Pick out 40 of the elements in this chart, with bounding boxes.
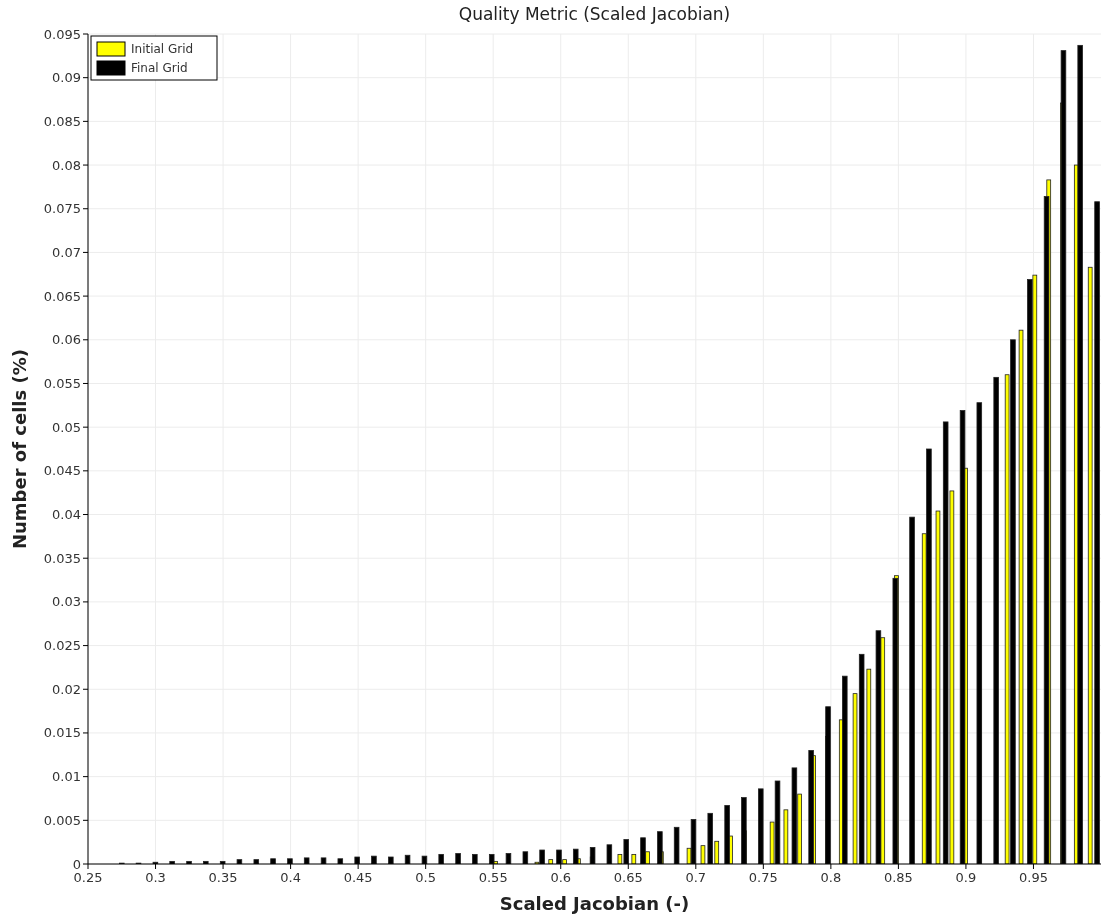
y-tick-label: 0.045 [43, 463, 81, 479]
legend-label: Final Grid [131, 61, 188, 76]
y-axis-title: Number of cells (%) [9, 348, 30, 550]
x-tick-label: 0.25 [73, 870, 103, 885]
x-tick-label: 0.35 [208, 870, 238, 885]
chart-title: Quality Metric (Scaled Jacobian) [458, 4, 731, 24]
y-tick-label: 0.03 [52, 594, 81, 610]
x-tick-label: 0.85 [883, 870, 913, 885]
y-tick-label: 0.025 [43, 638, 81, 654]
y-tick-label: 0.035 [43, 550, 81, 566]
x-tick-label: 0.6 [550, 870, 572, 885]
y-tick-label: 0.01 [52, 769, 81, 785]
x-tick-label: 0.5 [415, 870, 437, 885]
y-tick-label: 0.05 [52, 419, 81, 435]
y-tick-label: 0.04 [52, 507, 81, 523]
x-tick-label: 0.95 [1018, 870, 1048, 885]
x-tick-label: 0.9 [955, 870, 977, 885]
y-tick-label: 0.005 [43, 812, 81, 828]
y-tick-label: 0.09 [52, 70, 81, 86]
legend-label: Initial Grid [131, 42, 194, 57]
y-tick-label: 0.095 [43, 26, 81, 42]
y-tick-label: 0.08 [52, 157, 81, 173]
x-tick-label: 0.3 [145, 870, 166, 885]
y-tick-label: 0.085 [43, 113, 81, 129]
y-tick-label: 0 [72, 856, 81, 872]
x-tick-label: 0.75 [748, 870, 778, 885]
x-tick-label: 0.45 [343, 870, 373, 885]
x-axis-title: Scaled Jacobian (-) [499, 893, 690, 914]
y-tick-label: 0.06 [52, 332, 81, 348]
y-tick-label: 0.055 [43, 376, 81, 392]
x-tick-label: 0.4 [280, 870, 301, 885]
y-tick-label: 0.02 [52, 681, 81, 697]
x-tick-label: 0.7 [685, 870, 707, 885]
x-tick-label: 0.65 [613, 870, 643, 885]
y-tick-label: 0.075 [43, 201, 81, 217]
y-tick-label: 0.065 [43, 288, 81, 304]
y-tick-label: 0.07 [52, 244, 81, 260]
x-tick-label: 0.8 [820, 870, 842, 885]
x-tick-label: 0.55 [478, 870, 508, 885]
y-tick-label: 0.015 [43, 725, 81, 741]
